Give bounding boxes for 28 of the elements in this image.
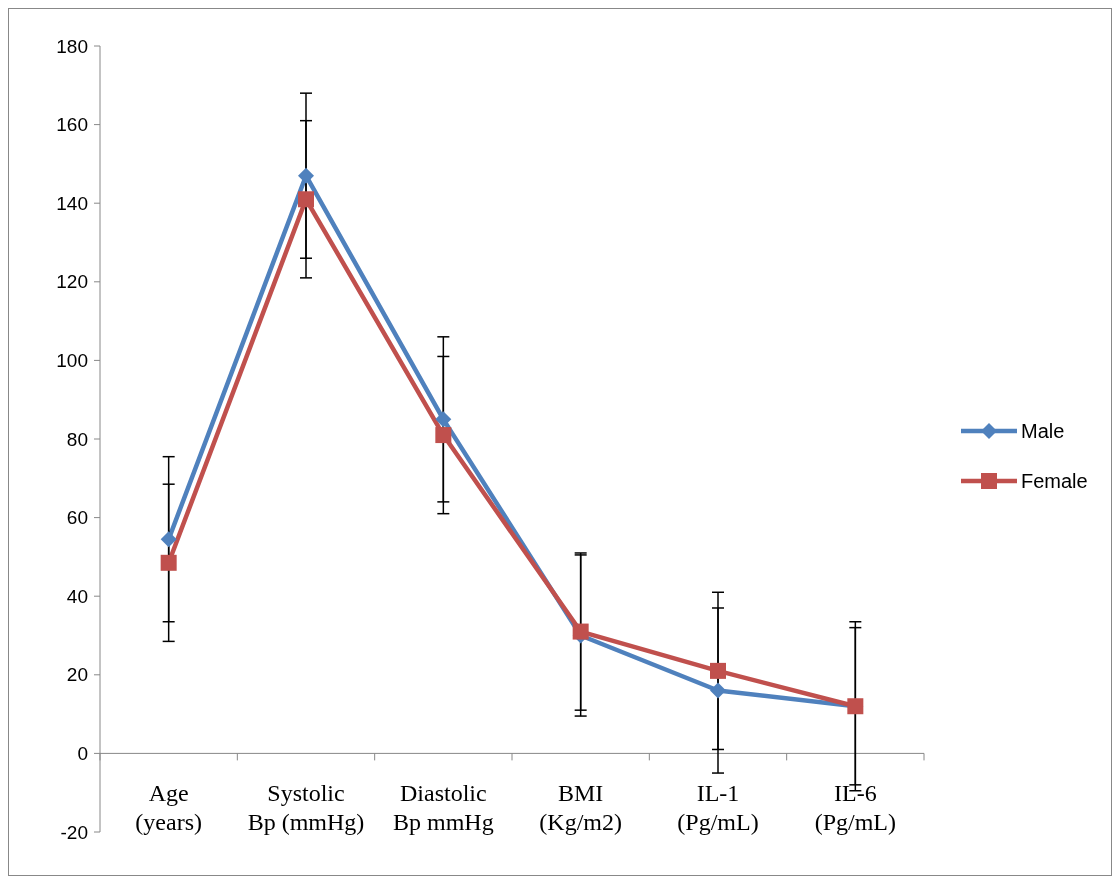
point [435,411,452,428]
y-tick-label: 80 [66,428,88,450]
point [160,554,177,571]
point [710,662,726,679]
y-tick-label: 0 [77,743,88,765]
x-tick-label: Diastolic Bp mmHg [392,780,494,836]
y-tick-label: 100 [56,350,88,372]
point [298,167,314,184]
x-tick-label: Systolic Bp (mmHg) [247,780,365,836]
x-tick-label: IL-1 (Pg/mL) [677,780,759,836]
y-tick-label: 20 [66,664,88,686]
x-tick-label: IL-6 (Pg/mL) [814,780,896,836]
y-tick-label: 180 [56,35,88,57]
point [710,682,726,699]
point [435,427,452,444]
y-tick-label: 60 [66,507,88,529]
y-tick-label: 40 [66,585,88,607]
point [298,191,314,208]
y-tick-label: 120 [56,271,88,293]
legend-label: Male [1021,420,1065,442]
point [160,531,177,548]
legend-label: Female [1021,470,1088,492]
y-tick-label: -20 [60,821,88,843]
point [572,623,589,640]
y-tick-label: 160 [56,114,88,136]
y-tick-label: 140 [56,192,88,214]
x-tick-label: Age (years) [135,780,202,836]
x-tick-label: BMI (Kg/m2) [539,780,622,836]
